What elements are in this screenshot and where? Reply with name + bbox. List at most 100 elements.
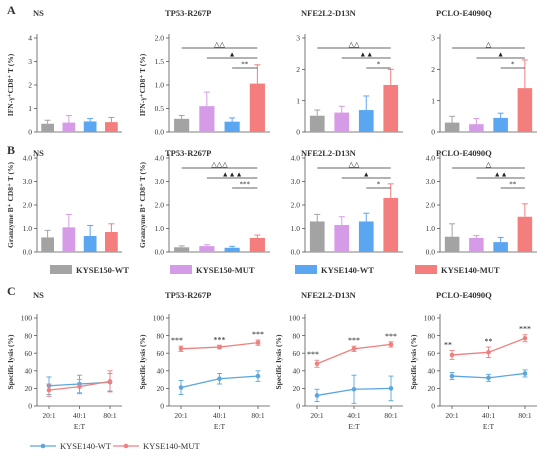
y-tick-label: 0.0 [426,248,436,257]
legend-marker [123,443,129,449]
x-tick-label: 80:1 [251,411,265,420]
legend-label: KYSE150-MUT [196,265,255,275]
significance-label: △△△ [211,161,228,169]
significance-label: * [377,181,381,189]
y-tick-label: 40 [293,367,301,376]
bar-kyse150-wt [309,221,325,252]
significance-label: *** [240,181,251,189]
y-tick-label: 0.0 [155,248,165,257]
y-tick-label: 1.5 [155,57,165,66]
legend-swatch [295,265,317,274]
x-tick-label: 80:1 [103,411,117,420]
y-axis-label: IFN-γ⁺CD8⁺ T (%) [6,53,15,116]
significance-label: ▲ [363,171,370,179]
significance-label: △△ [214,41,225,49]
legend-swatch [170,265,192,274]
data-point [217,376,222,382]
significance-label: ** [241,61,249,69]
y-tick-label: 1.0 [426,224,436,233]
bar-kyse150-wt [174,118,190,132]
bar-kyse140-mut [249,83,265,132]
y-tick-label: 3 [28,57,32,66]
legend-label: KYSE140-MUT [441,265,500,275]
data-point [77,384,82,389]
y-tick-label: 3.0 [426,177,436,186]
data-point [314,393,320,398]
y-tick-label: 3.0 [291,177,301,186]
data-point [255,340,261,345]
panel-label-a: A [7,3,16,17]
bar-kyse150-mut [62,227,76,252]
x-axis-label: E:T [74,422,86,431]
bar-kyse140-wt [224,121,240,132]
y-axis-label: Specific lysis (%) [409,334,418,389]
bar-kyse140-mut [249,237,265,252]
data-point [388,386,394,391]
y-tick-label: 40 [157,367,165,376]
y-tick-label: 4.0 [291,154,301,163]
y-tick-label: 1.0 [291,224,301,233]
y-tick-label: 2 [431,65,435,74]
y-tick-label: 100 [153,314,165,323]
y-tick-label: 0.5 [155,104,165,113]
y-tick-label: 4 [28,34,32,43]
x-tick-label: 20:1 [42,411,56,420]
y-tick-label: 3.0 [23,177,33,186]
significance-label: * [511,61,515,69]
chart-c-2: TP53-R267P 0 20 40 60 80 100 Specific lysis (%)… [138,290,270,431]
chart-b-4: PCLO-E4090Q 0.0 1.0 2.0 3.0 4.0 △▲▲** [426,148,537,257]
y-tick-label: 0 [160,402,164,411]
y-tick-label: 20 [157,384,165,393]
data-point [217,344,222,350]
y-tick-label: 2.0 [426,201,436,210]
significance-label: ** [485,337,493,346]
chart-title: NS [33,290,44,300]
significance-label: ▲▲▲ [222,171,243,179]
chart-title: PCLO-E4090Q [436,148,492,158]
bar-kyse150-wt [41,237,54,252]
panel-label-b: B [7,143,15,157]
bar-kyse140-mut [517,88,533,132]
bar-kyse140-wt [358,110,374,132]
y-tick-label: 100 [21,314,33,323]
y-tick-label: 20 [428,384,436,393]
y-tick-label: 60 [157,349,165,358]
y-tick-label: 60 [293,349,301,358]
data-point [46,387,52,393]
chart-title: NFE2L2-D13N [301,290,357,300]
data-point [351,346,357,352]
data-point [486,375,491,381]
legend-label: KYSE140-WT [60,441,112,451]
chart-title: PCLO-E4090Q [436,8,492,18]
bar-kyse150-wt [41,123,54,132]
legend-swatch [415,265,437,274]
significance-label: ▲▲ [494,171,508,179]
data-point [178,346,184,352]
x-tick-label: 40:1 [347,411,361,420]
bar-kyse150-mut [334,112,350,132]
significance-label: △ [486,41,492,49]
data-point [522,335,528,341]
y-tick-label: 0 [296,128,300,137]
significance-label: ▲ [497,51,504,59]
y-tick-label: 3 [296,34,300,43]
x-tick-label: 20:1 [174,411,188,420]
x-tick-label: 40:1 [73,411,87,420]
significance-label: *** [519,325,531,334]
y-tick-label: 40 [25,367,33,376]
y-tick-label: 1 [28,104,32,113]
y-tick-label: 1.0 [23,224,33,233]
data-point [522,371,528,376]
significance-label: △△ [349,161,360,169]
chart-a-1: NS 0 1 2 3 4 IFN-γ⁺CD8⁺ T (%) [6,8,122,137]
x-tick-label: 20:1 [445,411,459,420]
y-tick-label: 1.0 [155,224,165,233]
chart-c-4: PCLO-E4090Q 0 20 40 60 80 100 Specific lysis (%… [409,290,537,431]
y-tick-label: 4.0 [155,154,165,163]
chart-c-3: NFE2L2-D13N 0 20 40 60 80 100 Specific lysis (%… [274,290,403,431]
significance-label: * [377,61,381,69]
y-tick-label: 80 [428,331,436,340]
y-tick-label: 4.0 [426,154,436,163]
y-tick-label: 20 [293,384,301,393]
